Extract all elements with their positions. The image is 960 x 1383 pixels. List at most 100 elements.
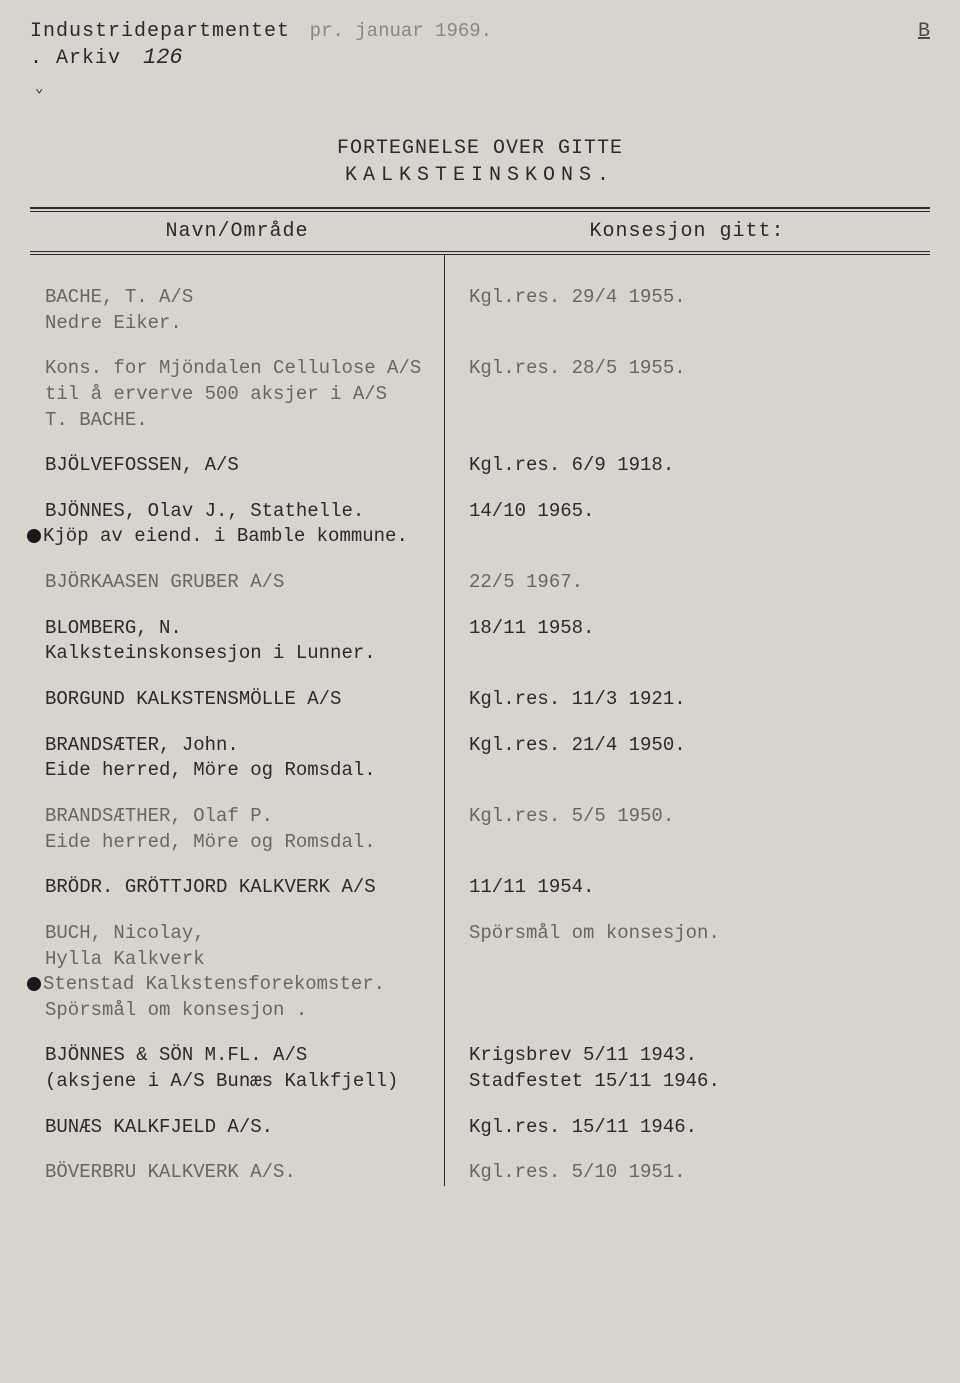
entry-concession: Kgl.res. 5/10 1951.	[444, 1160, 930, 1186]
entry-name-line: Eide herred, Möre og Romsdal.	[45, 758, 424, 784]
entry-concession: 22/5 1967.	[444, 570, 930, 596]
entry-name-text: Spörsmål om konsesjon .	[45, 999, 307, 1021]
entry-name-line: BLOMBERG, N.	[45, 616, 424, 642]
caret-mark: ⌄	[35, 80, 930, 97]
bullet-dot-icon	[27, 529, 41, 543]
entry-name-text: BJÖNNES & SÖN M.FL. A/S	[45, 1044, 307, 1066]
table-row: BRÖDR. GRÖTTJORD KALKVERK A/S 11/11 1954.	[30, 875, 930, 901]
vertical-divider	[444, 255, 445, 1186]
entry-name-text: BORGUND KALKSTENSMÖLLE A/S	[45, 688, 341, 710]
entry-concession: Kgl.res. 6/9 1918.	[444, 453, 930, 479]
table-row: Kons. for Mjöndalen Cellulose A/Stil å e…	[30, 356, 930, 433]
arkiv-number: 126	[143, 45, 183, 70]
table-row: BUNÆS KALKFJELD A/S. Kgl.res. 15/11 1946.	[30, 1115, 930, 1141]
table-row: BJÖNNES & SÖN M.FL. A/S (aksjene i A/S Bu…	[30, 1043, 930, 1094]
table-row: BÖVERBRU KALKVERK A/S. Kgl.res. 5/10 1951…	[30, 1160, 930, 1186]
title-line2: KALKSTEINSKONS.	[30, 164, 930, 187]
entry-name: BLOMBERG, N.Kalksteinskonsesjon i Lunner…	[30, 616, 444, 667]
entry-concession-line: 11/11 1954.	[469, 875, 930, 901]
entry-name-text: BUNÆS KALKFJELD A/S.	[45, 1116, 273, 1138]
entry-name-line: Hylla Kalkverk	[45, 947, 424, 973]
rule-top	[30, 207, 930, 209]
entry-name: BRÖDR. GRÖTTJORD KALKVERK A/S	[30, 875, 444, 901]
entry-name: BRANDSÆTER, John. Eide herred, Möre og Ro…	[30, 733, 444, 784]
entry-name: BUNÆS KALKFJELD A/S.	[30, 1115, 444, 1141]
entry-name: BJÖNNES, Olav J., Stathelle. Kjöp av eien…	[30, 499, 444, 550]
entry-concession: Kgl.res. 29/4 1955.	[444, 285, 930, 336]
department-name: Industridepartmentet	[30, 20, 290, 43]
entry-concession: Krigsbrev 5/11 1943.Stadfestet 15/11 194…	[444, 1043, 930, 1094]
header-section: Industridepartmentet pr. januar 1969. B …	[30, 20, 930, 97]
title-block: FORTEGNELSE OVER GITTE KALKSTEINSKONS.	[30, 137, 930, 187]
table-row: BACHE, T. A/S Nedre Eiker. Kgl.res. 29/4 1…	[30, 285, 930, 336]
entry-concession: Kgl.res. 15/11 1946.	[444, 1115, 930, 1141]
table-row: BUCH, Nicolay,Hylla KalkverkStenstad Kal…	[30, 921, 930, 1024]
entry-name: BORGUND KALKSTENSMÖLLE A/S	[30, 687, 444, 713]
column-header-left: Navn/Område	[30, 220, 444, 243]
entry-name-text: BJÖRKAASEN GRUBER A/S	[45, 571, 284, 593]
entry-name-text: BRANDSÆTHER, Olaf P.	[45, 805, 273, 827]
entry-name-line: Nedre Eiker.	[45, 311, 424, 337]
entry-name-text: BRANDSÆTER, John.	[45, 734, 239, 756]
entry-name-line: Stenstad Kalkstensforekomster.	[45, 972, 424, 998]
entry-concession: Kgl.res. 28/5 1955.	[444, 356, 930, 433]
entry-concession: Kgl.res. 5/5 1950.	[444, 804, 930, 855]
entry-name: BUCH, Nicolay,Hylla KalkverkStenstad Kal…	[30, 921, 444, 1024]
department-left: Industridepartmentet pr. januar 1969.	[30, 20, 492, 43]
table-row: BJÖNNES, Olav J., Stathelle. Kjöp av eien…	[30, 499, 930, 550]
entry-concession-line: Kgl.res. 6/9 1918.	[469, 453, 930, 479]
entry-name-text: Kons. for Mjöndalen Cellulose A/S	[45, 357, 421, 379]
entry-concession-line: Kgl.res. 11/3 1921.	[469, 687, 930, 713]
entry-name-line: (aksjene i A/S Bunæs Kalkfjell)	[45, 1069, 424, 1095]
table-row: BLOMBERG, N.Kalksteinskonsesjon i Lunner…	[30, 616, 930, 667]
department-line: Industridepartmentet pr. januar 1969. B	[30, 20, 930, 43]
entry-concession-line: Kgl.res. 15/11 1946.	[469, 1115, 930, 1141]
entry-name-text: BRÖDR. GRÖTTJORD KALKVERK A/S	[45, 876, 376, 898]
entry-name: Kons. for Mjöndalen Cellulose A/Stil å e…	[30, 356, 444, 433]
table-body: BACHE, T. A/S Nedre Eiker. Kgl.res. 29/4 1…	[30, 255, 930, 1186]
entry-name-line: BRANDSÆTER, John.	[45, 733, 424, 759]
entry-name-text: BACHE, T. A/S	[45, 286, 193, 308]
entry-name-line: Kons. for Mjöndalen Cellulose A/S	[45, 356, 424, 382]
bullet-dot-icon	[27, 977, 41, 991]
entry-name: BACHE, T. A/S Nedre Eiker.	[30, 285, 444, 336]
entry-name-line: BJÖNNES, Olav J., Stathelle.	[45, 499, 424, 525]
entry-concession-line: Kgl.res. 29/4 1955.	[469, 285, 930, 311]
entry-name-text: Nedre Eiker.	[45, 312, 182, 334]
table-row: BJÖRKAASEN GRUBER A/S 22/5 1967.	[30, 570, 930, 596]
entry-name-line: BUNÆS KALKFJELD A/S.	[45, 1115, 424, 1141]
entry-concession-line: 22/5 1967.	[469, 570, 930, 596]
entry-name-text: Hylla Kalkverk	[45, 948, 205, 970]
entry-name-text: Kjöp av eiend. i Bamble kommune.	[43, 525, 408, 547]
entry-name-line: BORGUND KALKSTENSMÖLLE A/S	[45, 687, 424, 713]
entry-name-text: (aksjene i A/S Bunæs Kalkfjell)	[45, 1070, 398, 1092]
entry-name-line: Spörsmål om konsesjon .	[45, 998, 424, 1024]
entry-name: BRANDSÆTHER, Olaf P. Eide herred, Möre og…	[30, 804, 444, 855]
entry-concession-line: 14/10 1965.	[469, 499, 930, 525]
entry-name: BJÖNNES & SÖN M.FL. A/S (aksjene i A/S Bu…	[30, 1043, 444, 1094]
entry-name-text: BJÖNNES, Olav J., Stathelle.	[45, 500, 364, 522]
entry-name-text: Eide herred, Möre og Romsdal.	[45, 759, 376, 781]
entry-name-line: BRÖDR. GRÖTTJORD KALKVERK A/S	[45, 875, 424, 901]
entry-name-line: BACHE, T. A/S	[45, 285, 424, 311]
department-date: pr. januar 1969.	[310, 20, 492, 42]
entry-name: BJÖLVEFOSSEN, A/S	[30, 453, 444, 479]
arkiv-label: . Arkiv	[30, 47, 121, 70]
column-header-right: Konsesjon gitt:	[444, 220, 930, 243]
entry-name-line: Kjöp av eiend. i Bamble kommune.	[45, 524, 424, 550]
entry-concession: Spörsmål om konsesjon.	[444, 921, 930, 1024]
entry-name-line: Eide herred, Möre og Romsdal.	[45, 830, 424, 856]
entry-name-text: Eide herred, Möre og Romsdal.	[45, 831, 376, 853]
entry-concession-line: Kgl.res. 28/5 1955.	[469, 356, 930, 382]
entry-name-line: BÖVERBRU KALKVERK A/S.	[45, 1160, 424, 1186]
entry-concession-line: Kgl.res. 21/4 1950.	[469, 733, 930, 759]
entry-name-line: BJÖRKAASEN GRUBER A/S	[45, 570, 424, 596]
entry-name-text: Stenstad Kalkstensforekomster.	[43, 973, 385, 995]
entry-name-text: T. BACHE.	[45, 409, 148, 431]
entry-name: BJÖRKAASEN GRUBER A/S	[30, 570, 444, 596]
table-header-row: Navn/Område Konsesjon gitt:	[30, 211, 930, 252]
title-line1: FORTEGNELSE OVER GITTE	[30, 137, 930, 160]
entry-concession-line: Stadfestet 15/11 1946.	[469, 1069, 930, 1095]
entry-concession-line: 18/11 1958.	[469, 616, 930, 642]
table-row: BORGUND KALKSTENSMÖLLE A/S Kgl.res. 11/3 …	[30, 687, 930, 713]
